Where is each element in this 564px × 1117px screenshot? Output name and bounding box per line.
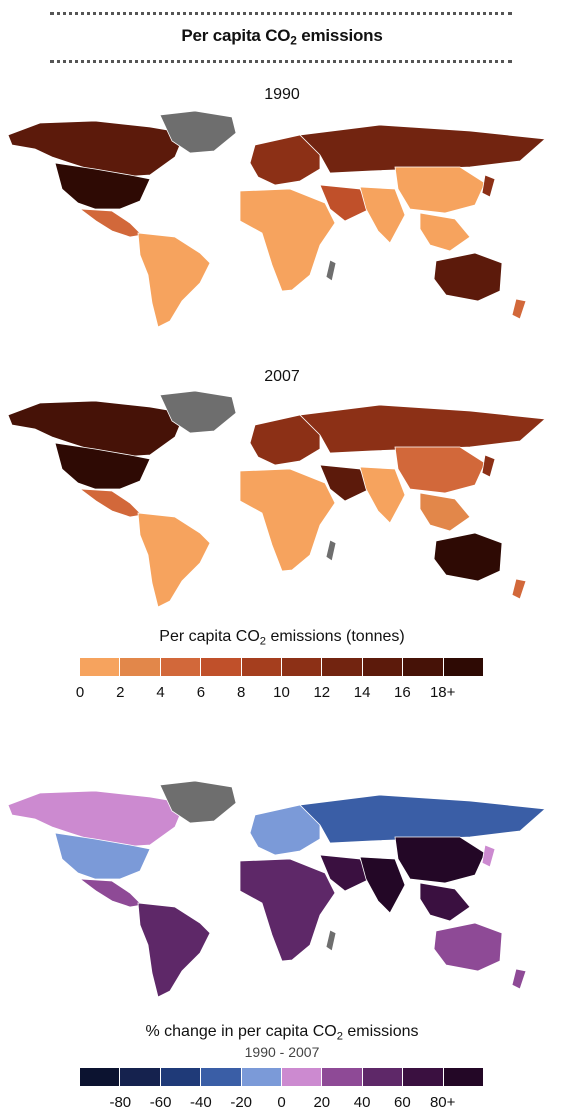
region-southeast-asia — [419, 212, 471, 252]
region-africa — [239, 188, 336, 292]
region-china — [394, 166, 486, 214]
emissions-legend-title: Per capita CO2 emissions (tonnes) — [159, 628, 405, 648]
change-swatch-3 — [201, 1068, 242, 1086]
emissions-tick-label: 2 — [116, 684, 125, 701]
region-japan — [481, 174, 496, 198]
top-divider — [50, 12, 512, 15]
emissions-swatch-9 — [443, 658, 484, 676]
emissions-tick-label: 14 — [353, 684, 371, 701]
region-middle-east — [319, 464, 371, 502]
region-greenland — [159, 390, 237, 434]
change-tick-label: -60 — [149, 1094, 172, 1111]
change-tick-label: 80+ — [429, 1094, 456, 1111]
region-middle-east — [319, 184, 371, 222]
change-swatch-4 — [241, 1068, 283, 1086]
change-tick-label: -20 — [230, 1094, 253, 1111]
region-south-asia — [359, 186, 406, 244]
region-south-america — [137, 512, 211, 608]
change-swatch-0 — [80, 1068, 121, 1086]
region-australia — [433, 532, 503, 582]
region-japan — [481, 844, 496, 868]
emissions-swatch-4 — [241, 658, 283, 676]
change-tick-label: 0 — [277, 1094, 286, 1111]
page-title: Per capita CO2 emissions — [181, 26, 383, 48]
region-south-asia — [359, 466, 406, 524]
region-southeast-asia — [419, 492, 471, 532]
region-africa — [239, 468, 336, 572]
region-mexico — [78, 208, 143, 238]
region-china — [394, 446, 486, 494]
change-tick-label: 60 — [394, 1094, 411, 1111]
change-swatch-8 — [403, 1068, 444, 1086]
emissions-tick-label: 8 — [237, 684, 246, 701]
world-map-change — [7, 780, 546, 998]
region-southeast-asia — [419, 882, 471, 922]
map-1990-year-label: 1990 — [264, 86, 300, 103]
emissions-swatch-0 — [80, 658, 121, 676]
region-russia — [299, 124, 546, 174]
change-swatch-6 — [322, 1068, 363, 1086]
region-usa — [54, 832, 151, 880]
emissions-swatch-7 — [362, 658, 404, 676]
region-australia — [433, 922, 503, 972]
region-mexico — [78, 878, 143, 908]
region-japan — [481, 454, 496, 478]
emissions-swatch-8 — [403, 658, 444, 676]
region-alaska-canada — [7, 790, 186, 848]
world-map-2007 — [7, 390, 546, 608]
change-swatch-7 — [362, 1068, 404, 1086]
title-divider — [50, 60, 512, 63]
region-madagascar — [325, 539, 337, 562]
region-madagascar — [325, 259, 337, 282]
change-swatch-1 — [120, 1068, 161, 1086]
region-china — [394, 836, 486, 884]
region-middle-east — [319, 854, 371, 892]
change-legend-title: % change in per capita CO2 emissions — [145, 1023, 419, 1043]
region-new-zealand — [511, 578, 527, 600]
change-tick-label: -40 — [190, 1094, 212, 1111]
region-new-zealand — [511, 298, 527, 320]
region-new-zealand — [511, 968, 527, 990]
region-greenland — [159, 110, 237, 154]
emissions-swatch-1 — [120, 658, 161, 676]
emissions-swatch-6 — [322, 658, 363, 676]
region-usa — [54, 442, 151, 490]
emissions-swatch-2 — [160, 658, 202, 676]
region-alaska-canada — [7, 120, 186, 178]
change-swatch-5 — [282, 1068, 323, 1086]
region-mexico — [78, 488, 143, 518]
emissions-tick-label: 0 — [75, 684, 85, 701]
emissions-swatch-3 — [201, 658, 242, 676]
region-south-america — [137, 902, 211, 998]
region-russia — [299, 794, 546, 844]
emissions-tick-label: 6 — [196, 684, 206, 701]
change-tick-label: 40 — [353, 1094, 371, 1111]
region-greenland — [159, 780, 237, 824]
region-madagascar — [325, 929, 337, 952]
change-swatch-9 — [443, 1068, 484, 1086]
emissions-legend-bar — [80, 658, 484, 676]
change-tick-label: 20 — [313, 1094, 331, 1111]
region-usa — [54, 162, 151, 210]
emissions-tick-label: 18+ — [429, 684, 456, 701]
region-africa — [239, 858, 336, 962]
emissions-tick-label: 10 — [273, 684, 290, 701]
world-map-1990 — [7, 110, 546, 328]
region-south-asia — [359, 856, 406, 914]
emissions-tick-label: 4 — [156, 684, 165, 701]
emissions-tick-label: 16 — [394, 684, 411, 701]
region-alaska-canada — [7, 400, 186, 458]
region-south-america — [137, 232, 211, 328]
change-legend-bar — [80, 1068, 484, 1086]
change-legend-subtitle: 1990 - 2007 — [244, 1044, 320, 1060]
emissions-swatch-5 — [282, 658, 323, 676]
change-swatch-2 — [160, 1068, 202, 1086]
emissions-tick-label: 12 — [313, 684, 331, 701]
map-2007-year-label: 2007 — [264, 368, 300, 385]
region-russia — [299, 404, 546, 454]
region-australia — [433, 252, 503, 302]
change-tick-label: -80 — [109, 1094, 132, 1111]
